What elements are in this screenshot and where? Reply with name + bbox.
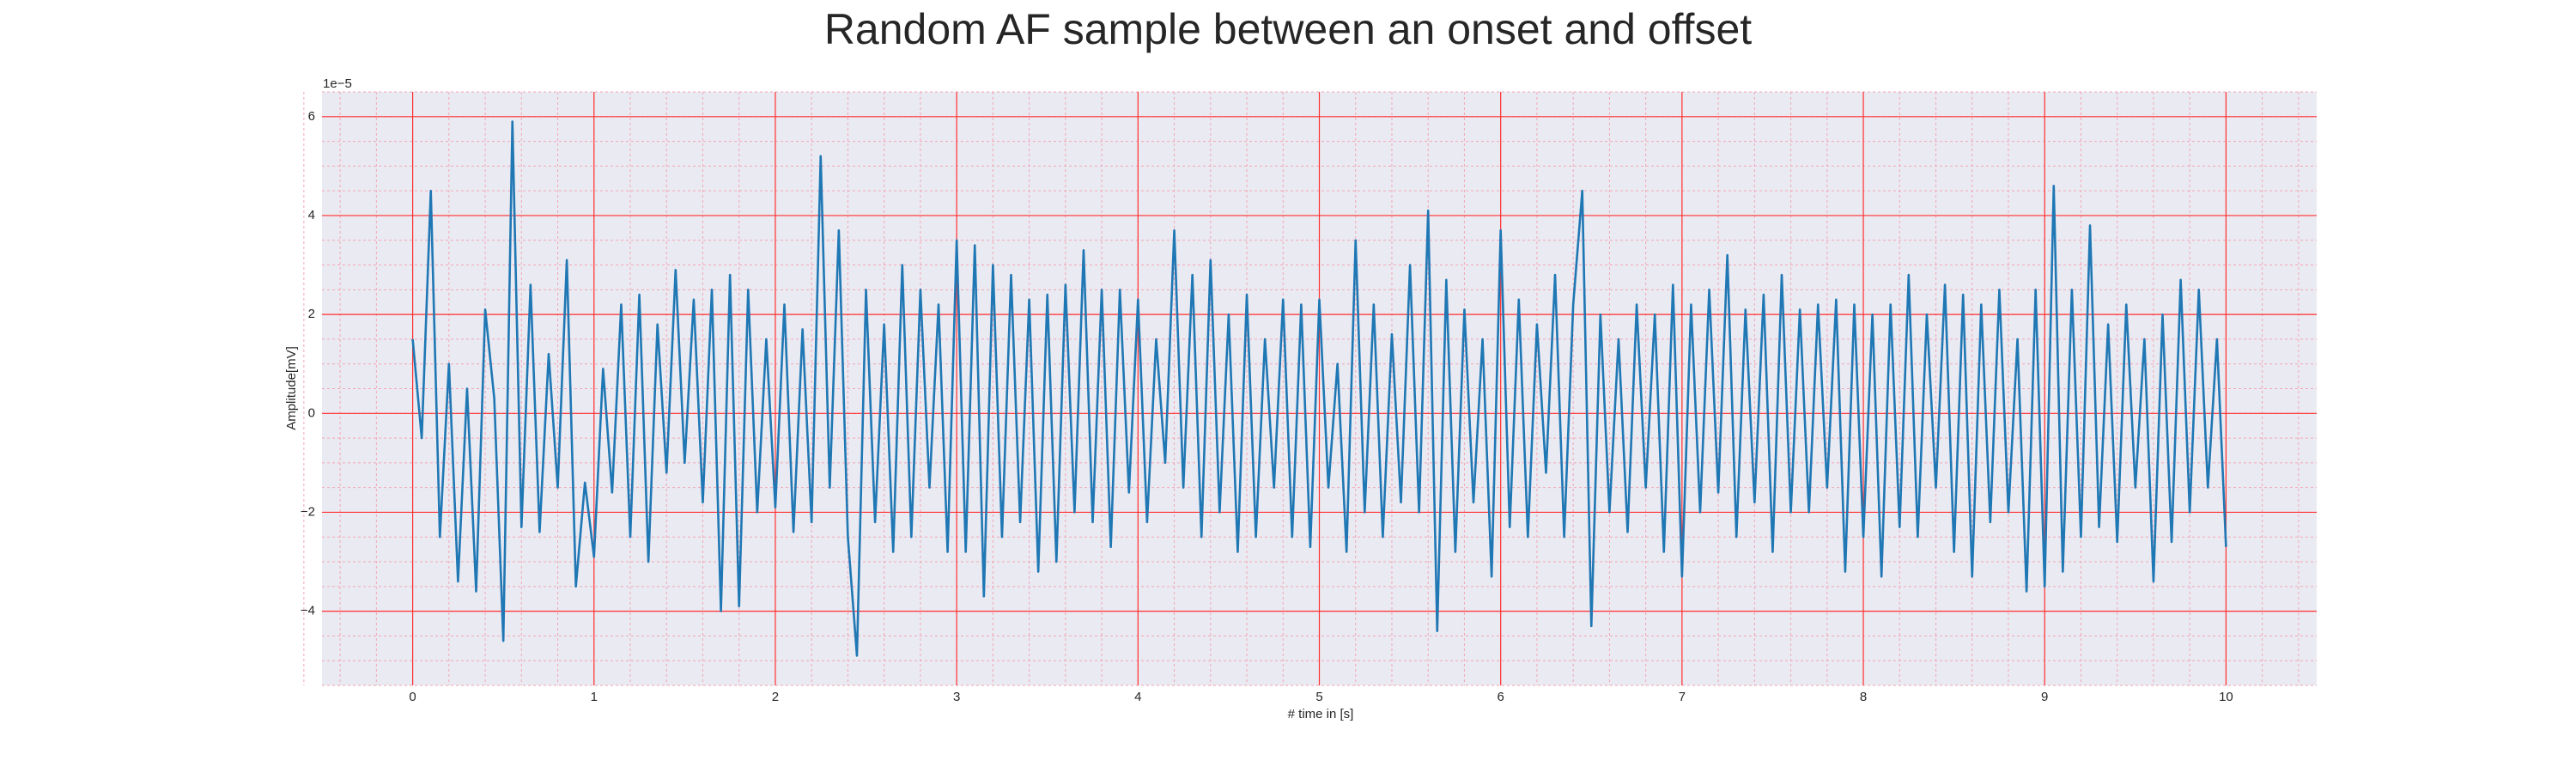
y-tick-label: −4 xyxy=(301,604,315,618)
y-tick-label: 6 xyxy=(308,109,315,124)
x-tick-label: 8 xyxy=(1860,690,1867,704)
y-offset-label: 1e−5 xyxy=(323,76,352,91)
x-tick-label: 4 xyxy=(1134,690,1141,704)
y-axis-label: Amplitude[mV] xyxy=(284,346,299,430)
y-tick-label: 2 xyxy=(308,307,315,321)
x-tick-label: 0 xyxy=(409,690,416,704)
x-tick-label: 5 xyxy=(1315,690,1322,704)
x-tick-label: 2 xyxy=(772,690,779,704)
x-tick-label: 6 xyxy=(1498,690,1504,704)
y-tick-label: 0 xyxy=(308,405,315,420)
x-tick-label: 7 xyxy=(1679,690,1686,704)
chart-title: Random AF sample between an onset and of… xyxy=(824,5,1752,53)
y-tick-label: −2 xyxy=(301,504,315,519)
x-tick-label: 10 xyxy=(2219,690,2233,704)
y-tick-label: 4 xyxy=(308,208,315,222)
signal-line xyxy=(411,120,2227,657)
x-tick-label: 9 xyxy=(2041,690,2048,704)
x-tick-label: 1 xyxy=(591,690,598,704)
x-tick-label: 3 xyxy=(953,690,960,704)
x-axis-label: # time in [s] xyxy=(1288,707,1354,721)
